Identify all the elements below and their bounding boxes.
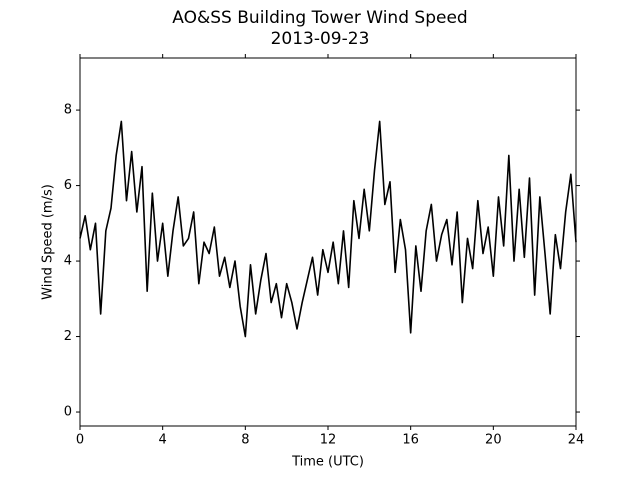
x-tick-label: 0 — [76, 433, 84, 448]
x-tick-label: 4 — [159, 433, 167, 448]
y-tick-label: 6 — [64, 178, 72, 193]
chart-subtitle: 2013-09-23 — [271, 29, 370, 49]
x-tick-label: 20 — [485, 433, 502, 448]
series-line — [79, 120, 577, 338]
chart-title: AO&SS Building Tower Wind Speed — [172, 8, 467, 28]
y-tick-label: 8 — [64, 103, 72, 118]
y-axis-label: Wind Speed (m/s) — [41, 184, 56, 300]
x-tick-label: 8 — [241, 433, 249, 448]
y-tick-label: 0 — [64, 405, 72, 420]
y-tick-label: 4 — [64, 254, 72, 269]
x-tick-label: 16 — [402, 433, 419, 448]
x-tick-label: 12 — [320, 433, 337, 448]
plot-frame — [79, 57, 577, 427]
x-tick-label: 24 — [568, 433, 585, 448]
y-tick-label: 2 — [64, 329, 72, 344]
x-axis-label: Time (UTC) — [291, 455, 364, 470]
